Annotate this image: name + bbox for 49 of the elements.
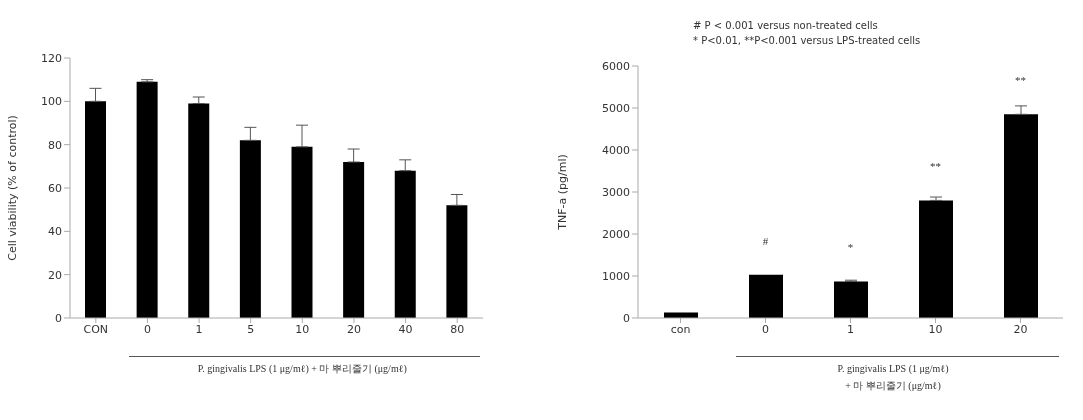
x-axis-title: P. gingivalis LPS (1 μg/mℓ) + 마 뿌리줄기 (μg/mℓ) [836, 362, 950, 393]
y-tick-label: 0 [623, 311, 630, 325]
text: # P < 0.001 versus non-treated cells [693, 19, 879, 33]
y-tick-label: 100 [41, 95, 62, 109]
annotation: ** [930, 160, 941, 173]
x-tick-label: 0 [762, 322, 769, 336]
bar [834, 281, 868, 318]
y-tick-label: 20 [48, 268, 62, 282]
x-tick-label: 20 [1013, 322, 1028, 336]
x-tick-label: 10 [295, 322, 310, 336]
bar [446, 205, 468, 318]
y-tick-label: 2000 [602, 227, 630, 241]
x-tick-label: 0 [143, 322, 151, 336]
annotation: * [847, 241, 854, 254]
x-tick-label: CON [83, 322, 109, 336]
y-tick-label: 80 [48, 138, 62, 152]
bar [394, 170, 416, 318]
y-tick-label: 1000 [602, 269, 630, 283]
y-tick-label: 0 [55, 311, 62, 325]
bar [239, 140, 261, 318]
y-axis-title: Cell viability (% of control) [5, 115, 19, 261]
bar [188, 103, 210, 318]
x-tick-label: 80 [450, 322, 465, 336]
bar [85, 101, 106, 318]
x-tick-label: 1 [847, 322, 854, 336]
bar [291, 146, 313, 318]
y-axis-title: TNF-a (pg/ml) [555, 154, 569, 231]
x-tick-label: 10 [928, 322, 943, 336]
x-tick-label: 40 [398, 322, 413, 336]
bar [749, 274, 783, 318]
text: * P<0.01, **P<0.001 versus LPS-treated cells [693, 34, 921, 48]
x-axis-title: P. gingivalis LPS (1 μg/mℓ) + 마 뿌리줄기 (μg/mℓ) [196, 362, 408, 376]
y-tick-label: 120 [41, 51, 62, 65]
bar [919, 200, 953, 318]
bar [343, 162, 365, 318]
y-tick-label: 60 [48, 181, 62, 195]
x-tick-label: 20 [346, 322, 361, 336]
y-tick-label: 6000 [602, 59, 630, 73]
x-tick-label: con [670, 322, 691, 336]
y-tick-label: 3000 [602, 185, 630, 199]
y-tick-label: 5000 [602, 101, 630, 115]
annotation: # [762, 234, 769, 247]
y-tick-label: 4000 [602, 143, 630, 157]
annotation: ** [1015, 74, 1026, 87]
x-tick-label: 1 [195, 322, 203, 336]
bar [136, 81, 158, 318]
y-tick-label: 40 [48, 225, 62, 239]
x-tick-label: 5 [247, 322, 255, 336]
bar [1004, 114, 1038, 318]
